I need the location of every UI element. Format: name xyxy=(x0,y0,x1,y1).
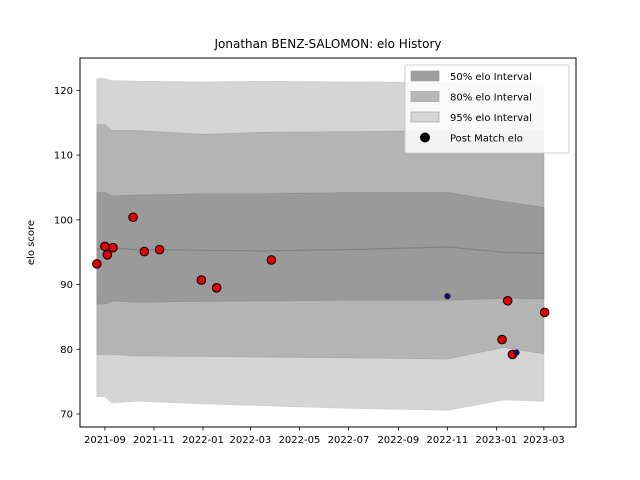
legend-box xyxy=(404,64,570,154)
legend-swatch xyxy=(410,70,440,82)
match-point xyxy=(444,293,451,300)
legend-label: 80% elo Interval xyxy=(450,93,532,104)
post-match-point xyxy=(139,246,150,257)
post-match-point xyxy=(128,212,138,223)
post-match-point xyxy=(100,241,110,252)
post-match-point xyxy=(92,259,102,269)
post-match-point xyxy=(108,242,118,253)
y-tick-label: 100 xyxy=(54,215,73,226)
y-tick-label: 80 xyxy=(60,345,73,356)
post-match-point xyxy=(196,275,207,285)
post-match-point xyxy=(211,283,222,293)
legend-label: 50% elo Interval xyxy=(450,72,532,83)
y-axis-title: elo score xyxy=(26,220,37,265)
y-tick-label: 70 xyxy=(60,410,73,421)
post-match-point xyxy=(154,244,165,255)
x-tick-label: 2021-11 xyxy=(133,435,175,446)
legend-label: Post Match elo xyxy=(450,134,523,145)
post-match-point xyxy=(497,334,507,345)
y-axis: 70 80 90 100 110 120 xyxy=(54,86,80,421)
legend-swatch xyxy=(410,91,440,102)
match-point xyxy=(513,349,520,356)
post-match-point xyxy=(266,255,277,265)
plot-frame xyxy=(79,57,577,428)
x-tick-label: 2022-11 xyxy=(426,435,468,446)
interval-bands xyxy=(96,78,545,411)
legend-swatch xyxy=(410,111,440,123)
x-tick-label: 2023-03 xyxy=(523,435,565,446)
x-tick-label: 2023-01 xyxy=(476,435,518,446)
post-match-point xyxy=(502,295,513,306)
y-tick-label: 120 xyxy=(54,86,73,97)
x-tick-label: 2021-09 xyxy=(84,435,126,446)
legend-marker xyxy=(420,132,430,143)
y-tick-label: 110 xyxy=(54,151,73,162)
post-match-point xyxy=(539,307,550,318)
y-tick-label: 90 xyxy=(60,280,73,291)
x-tick-label: 2022-03 xyxy=(230,435,272,446)
x-tick-label: 2022-07 xyxy=(328,435,370,446)
post-match-points xyxy=(92,212,550,360)
x-tick-label: 2022-05 xyxy=(279,435,321,446)
chart-title: Jonathan BENZ-SALOMON: elo History xyxy=(213,37,441,51)
legend: 50% elo Interval 80% elo Interval 95% elo … xyxy=(404,64,570,154)
x-tick-label: 2022-09 xyxy=(377,435,419,446)
legend-label: 95% elo Interval xyxy=(450,113,532,124)
post-match-point xyxy=(102,250,113,260)
x-tick-label: 2022-01 xyxy=(182,435,224,446)
band-50-percent xyxy=(96,192,545,305)
x-axis: 2021-09 2021-11 2022-01 2022-03 2022-05 2022-… xyxy=(84,427,565,446)
